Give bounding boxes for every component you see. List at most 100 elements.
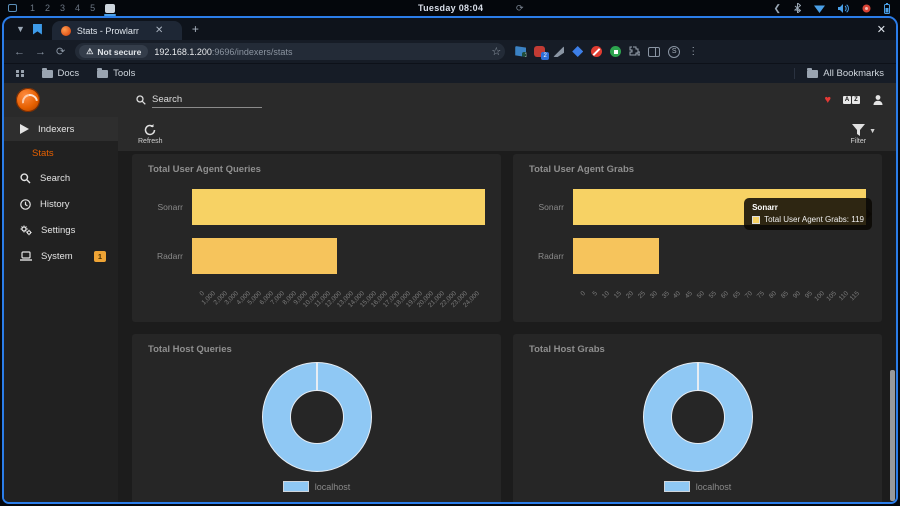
app-header: ♥ AZ <box>4 83 896 117</box>
extensions-puzzle-icon[interactable] <box>629 46 640 57</box>
sidebar-item-search[interactable]: Search <box>4 165 118 191</box>
x-axis-tick: 55 <box>708 290 718 300</box>
sidebar-item-history[interactable]: History <box>4 191 118 217</box>
workspace-4[interactable]: 4 <box>75 3 80 13</box>
x-axis-tick: 15 <box>613 290 623 300</box>
tab-close-icon[interactable]: ✕ <box>155 25 163 36</box>
tooltip-label: Total User Agent Grabs: 119 <box>764 215 864 224</box>
panel-user-agent-queries: Total User Agent Queries SonarrRadarr 01… <box>132 154 501 322</box>
search-icon <box>20 173 31 184</box>
bar-row: Radarr <box>529 238 866 274</box>
refresh-button[interactable]: Refresh <box>138 124 163 145</box>
bar-radarr[interactable] <box>192 238 337 274</box>
sidebar-item-settings[interactable]: Settings <box>4 217 118 243</box>
page-scrollbar[interactable] <box>890 370 895 501</box>
donut-legend[interactable]: localhost <box>664 481 732 492</box>
translate-icon[interactable]: AZ <box>843 96 860 104</box>
all-bookmarks-button[interactable]: All Bookmarks <box>794 68 884 79</box>
bookmark-folder-tools[interactable]: Tools <box>97 68 135 79</box>
battery-icon[interactable] <box>884 3 890 14</box>
bar-category-label: Sonarr <box>148 202 192 212</box>
extension-blocker-icon[interactable] <box>591 46 602 57</box>
x-axis-tick: 95 <box>804 290 814 300</box>
window-layout-icon[interactable] <box>8 4 17 12</box>
system-taskbar: 1 2 3 4 5 Tuesday 08:04 ⟳ ❮ <box>0 0 900 16</box>
extension-icon-1[interactable]: 1 <box>515 46 526 57</box>
new-tab-button[interactable]: + <box>192 22 199 36</box>
active-workspace-indicator[interactable] <box>105 4 115 13</box>
pinned-tab-icon[interactable] <box>33 24 42 35</box>
chevron-left-icon[interactable]: ❮ <box>773 3 781 14</box>
not-secure-chip[interactable]: ⚠Not secure <box>79 45 148 58</box>
tab-search-chevron-icon[interactable]: ▼ <box>16 24 25 34</box>
search-input[interactable] <box>152 92 262 108</box>
content-toolbar: Refresh Filter ▼ <box>118 117 896 151</box>
sidebar-item-system[interactable]: System 1 <box>4 243 118 269</box>
bookmark-star-icon[interactable]: ☆ <box>491 45 501 58</box>
extensions-row: 1 2 S ⋮ <box>515 46 698 58</box>
workspace-3[interactable]: 3 <box>60 3 65 13</box>
chart-title: Total User Agent Queries <box>148 164 485 175</box>
app-search[interactable] <box>136 92 262 108</box>
workspace-5[interactable]: 5 <box>90 3 95 13</box>
browser-menu-icon[interactable]: ⋮ <box>688 46 698 57</box>
x-axis-tick: 105 <box>825 290 838 303</box>
tab-stats-prowlarr[interactable]: Stats - Prowlarr ✕ <box>52 21 182 40</box>
browser-window: ▼ Stats - Prowlarr ✕ + ✕ ← → ⟳ ⚠Not secu… <box>2 16 898 504</box>
bluetooth-icon[interactable] <box>794 3 801 13</box>
sidebar-item-stats[interactable]: Stats <box>4 141 118 165</box>
workspace-2[interactable]: 2 <box>45 3 50 13</box>
window-close-button[interactable]: ✕ <box>877 23 886 36</box>
extension-feather-icon[interactable] <box>553 46 564 57</box>
record-icon[interactable] <box>862 4 871 13</box>
refresh-icon <box>144 124 156 136</box>
reload-button[interactable]: ⟳ <box>56 45 65 58</box>
filter-icon <box>852 124 865 136</box>
extension-green-icon[interactable] <box>610 46 621 57</box>
filter-caret-icon: ▼ <box>869 128 876 135</box>
tooltip-title: Sonarr <box>752 203 864 212</box>
back-button[interactable]: ← <box>14 46 25 58</box>
donut-hole <box>671 390 725 444</box>
sidebar-item-indexers[interactable]: Indexers <box>4 117 118 141</box>
sidebar-toggle-icon[interactable] <box>648 47 660 57</box>
warning-icon: ⚠ <box>86 47 93 56</box>
prowlarr-app: ♥ AZ Indexers Stats Search <box>4 83 896 502</box>
donut-slice-gap <box>697 363 699 391</box>
legend-label: localhost <box>696 482 732 492</box>
donut-chart[interactable] <box>262 362 372 472</box>
x-axis-tick: 35 <box>660 290 670 300</box>
forward-button[interactable]: → <box>35 46 46 58</box>
clock: Tuesday 08:04 <box>418 3 483 13</box>
x-axis-tick: 10 <box>601 290 611 300</box>
x-axis-tick: 75 <box>756 290 766 300</box>
donut-chart[interactable] <box>643 362 753 472</box>
bar-sonarr[interactable] <box>192 189 485 225</box>
wifi-icon[interactable] <box>814 4 825 13</box>
x-axis-tick: 30 <box>648 290 658 300</box>
laptop-icon <box>20 251 32 261</box>
workspace-1[interactable]: 1 <box>30 3 35 13</box>
system-badge: 1 <box>94 251 106 262</box>
donate-heart-icon[interactable]: ♥ <box>824 94 831 106</box>
folder-icon <box>807 70 818 78</box>
filter-button[interactable]: Filter ▼ <box>851 124 877 145</box>
apps-grid-icon[interactable] <box>16 70 24 78</box>
volume-icon[interactable] <box>838 4 849 13</box>
sync-icon: ⟳ <box>516 3 524 14</box>
profile-avatar[interactable]: S <box>668 46 680 58</box>
address-bar[interactable]: ⚠Not secure 192.168.1.200:9696/indexers/… <box>75 43 505 60</box>
x-axis-tick: 50 <box>696 290 706 300</box>
bar-radarr[interactable] <box>573 238 659 274</box>
x-axis-tick: 20 <box>625 290 635 300</box>
bookmark-folder-docs[interactable]: Docs <box>42 68 80 79</box>
legend-swatch <box>283 481 309 492</box>
donut-legend[interactable]: localhost <box>283 481 351 492</box>
search-icon <box>136 95 146 105</box>
extension-icon-2[interactable]: 2 <box>534 46 545 57</box>
user-icon[interactable] <box>872 94 884 106</box>
extension-pinwheel-icon[interactable] <box>572 46 583 57</box>
url-text[interactable]: 192.168.1.200:9696/indexers/stats <box>154 47 292 57</box>
folder-icon <box>97 70 108 78</box>
prowlarr-logo[interactable] <box>16 88 40 112</box>
